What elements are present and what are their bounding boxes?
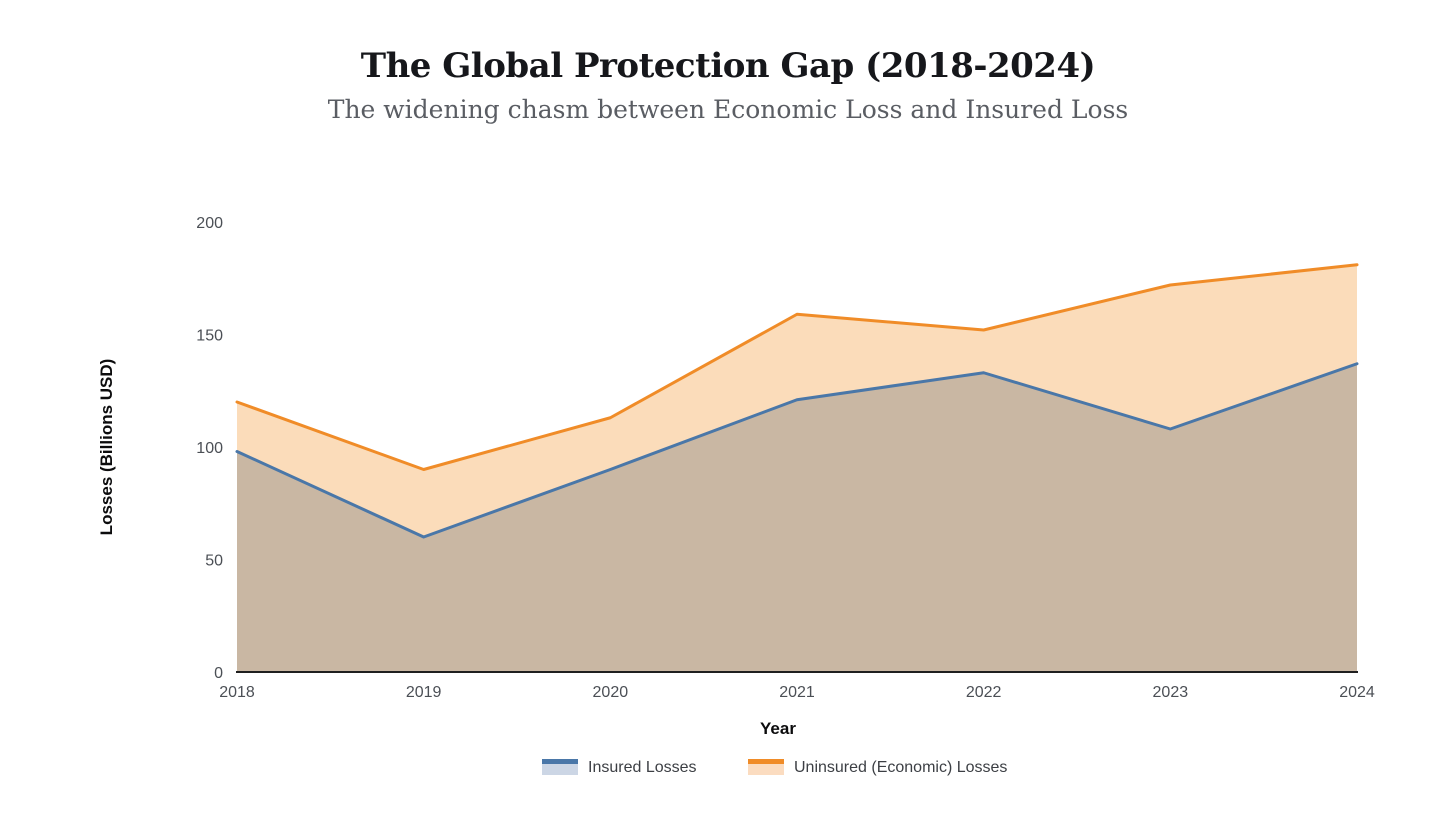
insured-losses-line <box>235 362 1359 539</box>
x-tick-label: 2023 <box>1153 684 1189 701</box>
y-tick-label: 0 <box>214 665 223 682</box>
y-tick-label: 100 <box>196 440 223 457</box>
legend-area-swatch <box>542 764 578 775</box>
y-tick-label: 200 <box>196 215 223 232</box>
y-tick-label: 150 <box>196 328 223 345</box>
x-tick-label: 2018 <box>219 684 255 701</box>
legend-line-swatch <box>748 759 784 764</box>
legend-area-swatch <box>748 764 784 775</box>
legend-line-swatch <box>542 759 578 764</box>
legend: Insured Losses Uninsured (Economic) Losse… <box>542 759 1007 776</box>
insured-losses-area <box>237 363 1357 672</box>
page-title: The Global Protection Gap (2018-2024) <box>360 46 1096 86</box>
y-tick-label: 50 <box>205 553 223 570</box>
legend-entry: Uninsured (Economic) Losses <box>748 759 1007 776</box>
legend-entry: Insured Losses <box>542 759 697 776</box>
uninsured-economic-losses-line <box>235 263 1359 471</box>
x-tick-label: 2022 <box>966 684 1002 701</box>
x-tick-label: 2021 <box>779 684 815 701</box>
legend-label: Uninsured (Economic) Losses <box>794 759 1007 776</box>
x-tick-label: 2019 <box>406 684 442 701</box>
y-axis-title: Losses (Billions USD) <box>97 359 116 536</box>
y-axis-tick-labels: 0 50 100 150 200 <box>196 215 223 682</box>
x-axis-tick-labels: 2018 2019 2020 2021 2022 2023 2024 <box>219 684 1375 701</box>
x-tick-label: 2020 <box>593 684 629 701</box>
page-subtitle: The widening chasm between Economic Loss… <box>327 95 1129 124</box>
x-axis-title: Year <box>760 719 796 738</box>
legend-label: Insured Losses <box>588 759 697 776</box>
x-tick-label: 2024 <box>1339 684 1375 701</box>
